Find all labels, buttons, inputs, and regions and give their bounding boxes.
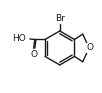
Text: Br: Br (55, 14, 65, 23)
Text: O: O (86, 43, 93, 52)
Text: HO: HO (12, 35, 26, 44)
Text: O: O (31, 50, 38, 59)
